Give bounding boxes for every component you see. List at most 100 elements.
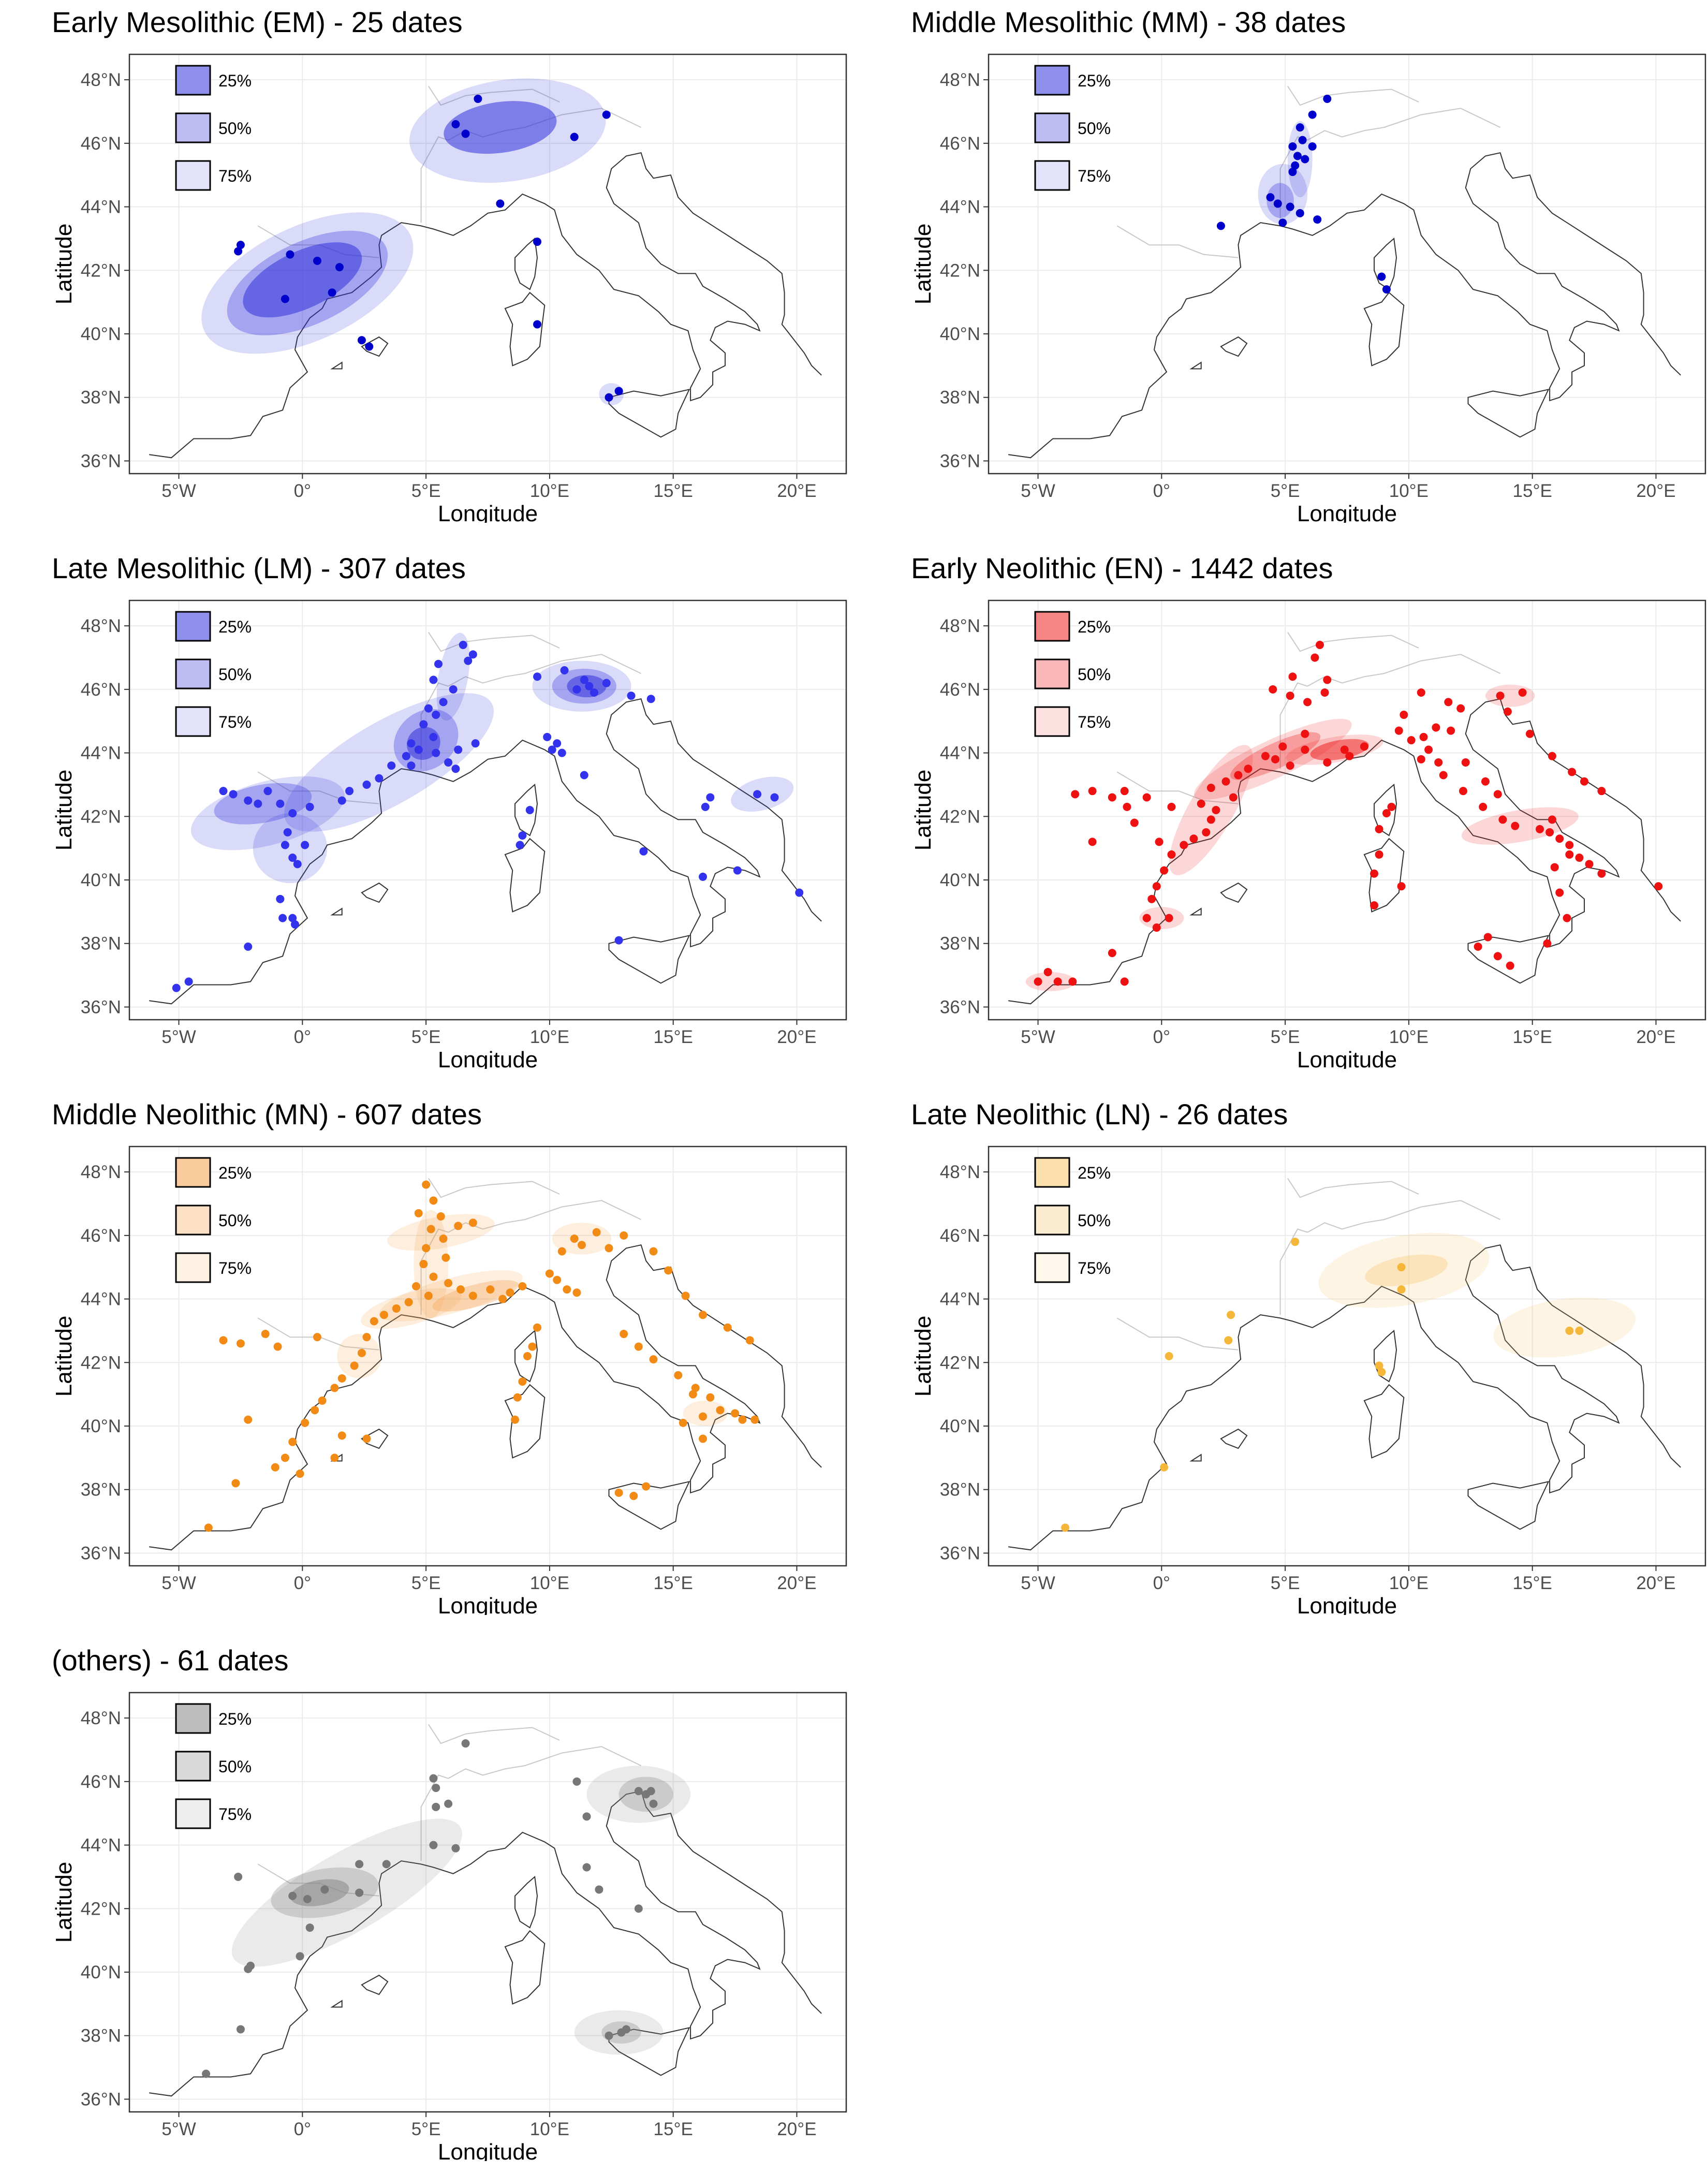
- plot-background: [129, 1693, 846, 2112]
- panel-title: Middle Mesolithic (MM) - 38 dates: [911, 6, 1346, 38]
- site-point: [570, 133, 579, 141]
- site-point: [236, 2025, 245, 2034]
- site-point: [560, 666, 569, 674]
- legend-label: 75%: [1078, 167, 1111, 185]
- site-point: [1108, 949, 1116, 958]
- site-point: [1320, 688, 1329, 697]
- site-point: [1315, 640, 1324, 649]
- country-border: [1287, 1178, 1419, 1198]
- legend-label: 50%: [1078, 119, 1111, 138]
- site-point: [1301, 729, 1309, 738]
- site-point: [273, 1342, 282, 1351]
- plot-border: [128, 53, 847, 475]
- y-tick-label: 38°N: [940, 1480, 980, 1500]
- x-tick-label: 20°E: [777, 481, 816, 501]
- site-point: [281, 295, 289, 303]
- site-point: [557, 748, 566, 757]
- country-border: [420, 1774, 449, 1861]
- x-tick-label: 15°E: [654, 481, 693, 501]
- y-tick-label: 36°N: [81, 1543, 121, 1563]
- site-point: [451, 1844, 460, 1853]
- y-tick-label: 38°N: [81, 2026, 121, 2046]
- map-panel: Early Neolithic (EN) - 1442 dates 5°W 0° 5°…: [906, 551, 1708, 1069]
- legend-label: 75%: [1078, 1259, 1111, 1277]
- site-point: [288, 854, 297, 862]
- density-contour: [1493, 1297, 1636, 1358]
- map-plot: 5°W 0° 5°E 10°E 15°E 20°E 36°N 38°N 40°N 42°N 44°N…: [51, 53, 847, 523]
- site-point: [1130, 818, 1139, 827]
- map-panel: Middle Mesolithic (MM) - 38 dates 5°W 0° 5°…: [906, 5, 1708, 523]
- legend-key: [175, 1798, 211, 1829]
- legend-key: [175, 706, 211, 737]
- site-point: [1142, 793, 1151, 802]
- density-contour: [387, 1214, 495, 1251]
- site-point: [1221, 777, 1230, 786]
- site-point: [1180, 841, 1188, 849]
- country-border: [1287, 85, 1419, 106]
- site-point: [620, 1231, 628, 1240]
- site-point: [1288, 168, 1297, 177]
- x-axis-title: Longitude: [438, 1593, 538, 1615]
- site-point: [1061, 1523, 1070, 1532]
- site-point: [432, 710, 440, 719]
- site-point: [681, 1291, 690, 1300]
- legend-label: 75%: [218, 1805, 252, 1824]
- site-point: [301, 1418, 310, 1427]
- plot-border: [988, 599, 1706, 1021]
- site-point: [434, 659, 443, 668]
- legend-label: 25%: [1078, 618, 1111, 636]
- legend-label: 50%: [1078, 1211, 1111, 1230]
- site-point: [1071, 790, 1080, 799]
- y-tick-label: 48°N: [81, 616, 121, 636]
- site-point: [1496, 692, 1505, 700]
- site-point: [1597, 787, 1606, 796]
- site-point: [1165, 914, 1173, 922]
- x-tick-label: 10°E: [530, 2119, 569, 2139]
- x-tick-label: 10°E: [1389, 1573, 1429, 1593]
- site-point: [1160, 1463, 1169, 1472]
- island-outline: [1220, 882, 1248, 903]
- y-tick-label: 46°N: [940, 134, 980, 154]
- site-point: [605, 393, 613, 402]
- island-outline: [330, 2000, 343, 2008]
- site-point: [1585, 860, 1594, 869]
- site-point: [614, 936, 623, 945]
- map-plot: 5°W 0° 5°E 10°E 15°E 20°E 36°N 38°N 40°N 42°N 44°N…: [51, 1145, 847, 1615]
- site-point: [236, 1339, 245, 1348]
- x-tick-label: 5°W: [161, 1027, 196, 1047]
- x-tick-label: 5°E: [1271, 481, 1300, 501]
- site-point: [1498, 815, 1507, 824]
- y-tick-label: 44°N: [81, 743, 121, 763]
- site-point: [263, 787, 272, 796]
- site-point: [1291, 161, 1300, 170]
- y-tick-label: 40°N: [81, 324, 121, 344]
- density-contour: [243, 242, 362, 318]
- y-tick-label: 42°N: [81, 806, 121, 827]
- island-outline: [1220, 1428, 1248, 1449]
- legend-key: [175, 1703, 211, 1734]
- site-point: [1397, 1263, 1406, 1272]
- site-point: [706, 1393, 715, 1402]
- y-axis-title: Latitude: [910, 1316, 936, 1397]
- site-point: [454, 1222, 463, 1230]
- legend-key: [175, 1204, 211, 1236]
- site-point: [1424, 745, 1433, 754]
- site-point: [745, 1336, 754, 1345]
- y-tick-label: 42°N: [81, 1899, 121, 1919]
- site-point: [296, 1952, 304, 1961]
- site-point: [281, 841, 289, 849]
- x-tick-label: 20°E: [777, 1027, 816, 1047]
- site-point: [1323, 675, 1332, 684]
- site-point: [679, 1418, 687, 1427]
- site-point: [357, 336, 366, 345]
- site-point: [731, 1409, 740, 1418]
- site-point: [464, 656, 473, 665]
- island-outline: [1467, 1480, 1550, 1530]
- site-point: [1295, 209, 1304, 217]
- legend-key: [175, 611, 211, 642]
- legend-key: [175, 1751, 211, 1782]
- site-point: [1377, 1368, 1386, 1376]
- site-point: [1434, 758, 1443, 767]
- plot-border: [988, 1145, 1706, 1567]
- site-point: [1575, 1326, 1584, 1335]
